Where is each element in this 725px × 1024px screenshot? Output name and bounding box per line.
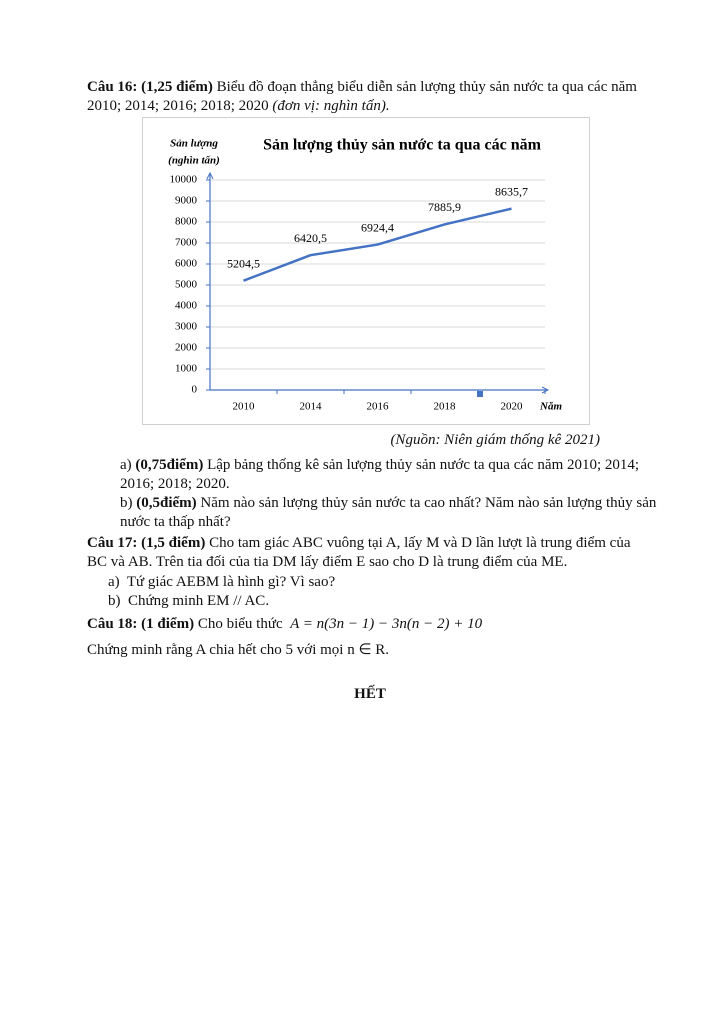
question-label: Câu 18: (1 điểm)	[87, 616, 195, 632]
y-tick-label: 7000	[175, 237, 198, 249]
data-label: 6924,4	[361, 220, 394, 234]
part-label: b)	[120, 495, 133, 511]
part-label: b)	[108, 593, 121, 609]
end: HẾT	[87, 685, 653, 704]
chart: Sản lượng thủy sản nước ta qua các năm Sả…	[142, 117, 590, 425]
source: (Nguồn: Niên giám thống kê 2021)	[87, 431, 600, 450]
part-text: Năm nào sản lượng thủy sản nước ta cao n…	[120, 495, 657, 530]
part-label: a)	[120, 457, 132, 473]
x-tick-label: 2018	[434, 401, 457, 413]
x-tick-label: 2020	[501, 401, 524, 413]
stray-mark	[477, 391, 483, 397]
end-text: HẾT	[354, 686, 386, 702]
y-tick-label: 1000	[175, 363, 198, 375]
y-tick-label: 3000	[175, 321, 198, 333]
formula: A = n(3n − 1) − 3n(n − 2) + 10	[290, 616, 483, 632]
x-axis-label: Năm	[539, 401, 562, 413]
y-tick-label: 10000	[170, 174, 198, 186]
part-text: Lập bảng thống kê sản lượng thủy sản nướ…	[120, 457, 640, 492]
question-label: Câu 16: (1,25 điểm)	[87, 79, 213, 95]
data-label: 8635,7	[495, 184, 528, 198]
part-a: a) (0,75điểm) Lập bảng thống kê sản lượn…	[120, 456, 660, 494]
question-18: Câu 18: (1 điểm) Cho biểu thức A = n(3n …	[87, 615, 642, 634]
part-b: b) (0,5điểm) Năm nào sản lượng thủy sản …	[120, 494, 660, 532]
part-b: b) Chứng minh EM // AC.	[108, 592, 663, 611]
y-tick-label: 0	[192, 384, 198, 396]
part-text: Chứng minh EM // AC.	[128, 593, 270, 609]
y-axis-label: Sản lượng	[170, 138, 218, 150]
y-tick-label: 4000	[175, 300, 198, 312]
part-label: a)	[108, 574, 120, 590]
source-text: (Nguồn: Niên giám thống kê 2021)	[390, 432, 600, 448]
line	[243, 207, 512, 282]
x-tick-label: 2016	[367, 401, 390, 413]
question-text: Cho tam giác ABC vuông tại A, lấy M và D…	[87, 535, 631, 570]
part-a: a) Tứ giác AEBM là hình gì? Vì sao?	[108, 573, 663, 592]
x-tick-label: 2010	[233, 401, 256, 413]
part-points: (0,5điểm)	[136, 495, 197, 511]
task-text: Chứng minh rằng A chia hết cho 5 với mọi…	[87, 642, 390, 658]
y-tick-label: 2000	[175, 342, 198, 354]
question-text: Cho biểu thức	[197, 616, 283, 632]
part-text: Tứ giác AEBM là hình gì? Vì sao?	[126, 574, 336, 590]
x-tick-label: 2014	[300, 401, 323, 413]
y-axis-label: (nghìn tấn)	[168, 155, 220, 167]
chart-title: Sản lượng thủy sản nước ta qua các năm	[263, 137, 542, 154]
question-17: Câu 17: (1,5 điểm) Cho tam giác ABC vuôn…	[87, 534, 647, 572]
question-16: Câu 16: (1,25 điểm) Biểu đồ đoạn thẳng b…	[87, 78, 642, 116]
task: Chứng minh rằng A chia hết cho 5 với mọi…	[87, 641, 642, 660]
y-tick-label: 6000	[175, 258, 198, 270]
chart-frame	[142, 117, 590, 425]
x-axis-arrow	[541, 386, 550, 394]
question-text: Biểu đồ đoạn thẳng biểu diễn sản lượng t…	[87, 79, 637, 114]
unit-note: (đơn vị: nghìn tấn).	[272, 98, 390, 114]
data-label: 7885,9	[428, 200, 461, 214]
question-label: Câu 17: (1,5 điểm)	[87, 535, 206, 551]
data-label: 5204,5	[227, 256, 260, 270]
y-tick-label: 5000	[175, 279, 198, 291]
data-label: 6420,5	[294, 231, 327, 245]
y-tick-label: 8000	[175, 216, 198, 228]
part-points: (0,75điểm)	[135, 457, 204, 473]
y-tick-label: 9000	[175, 195, 198, 207]
y-axis-arrow	[206, 171, 214, 180]
